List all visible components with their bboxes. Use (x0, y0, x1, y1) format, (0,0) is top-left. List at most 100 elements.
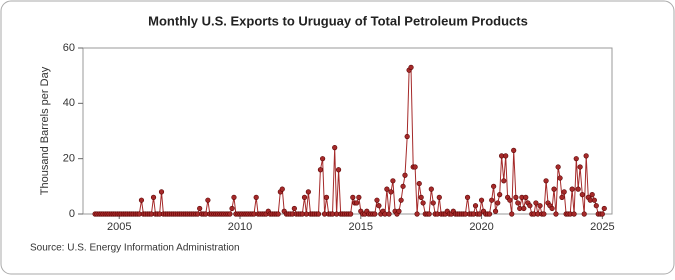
data-point (372, 211, 378, 217)
data-point (472, 203, 479, 209)
data-point (549, 205, 555, 212)
x-tick-label: 2005 (107, 221, 131, 233)
data-point (579, 192, 585, 198)
data-point (227, 211, 233, 217)
data-point (231, 194, 237, 200)
data-point (197, 205, 203, 212)
data-point (205, 197, 211, 203)
data-point (404, 133, 410, 140)
data-point (527, 203, 533, 209)
data-point (541, 211, 547, 217)
data-point (553, 211, 559, 217)
data-point (384, 186, 390, 192)
data-point (513, 194, 519, 200)
data-point (398, 197, 404, 203)
data-point (577, 164, 583, 170)
data-point (571, 211, 577, 217)
data-point (275, 211, 281, 217)
data-point (559, 194, 565, 200)
data-point (354, 200, 360, 206)
data-point (315, 211, 322, 217)
x-tick-label: 2025 (590, 221, 614, 233)
data-point (557, 175, 563, 181)
data-point (543, 178, 549, 184)
data-point (464, 194, 471, 200)
y-axis-label: Thousand Barrels per Day (39, 66, 51, 195)
data-point (599, 211, 605, 217)
data-point (279, 186, 285, 192)
data-point (486, 211, 493, 217)
data-point (418, 194, 424, 200)
data-point (374, 197, 380, 203)
data-point (589, 192, 595, 198)
y-tick-label: 0 (69, 208, 75, 220)
data-point (158, 189, 165, 195)
data-point (495, 200, 501, 206)
y-tick-label: 20 (63, 153, 75, 165)
data-point (561, 189, 567, 195)
data-point (430, 200, 436, 206)
data-point (507, 197, 513, 203)
x-tick-label: 2010 (228, 221, 252, 233)
data-point (320, 156, 326, 162)
data-point (583, 153, 589, 159)
data-point (150, 194, 157, 200)
data-point (503, 153, 509, 159)
data-point (428, 186, 434, 192)
data-point (593, 203, 599, 209)
data-point (591, 197, 597, 203)
data-point (573, 156, 579, 162)
y-tick-label: 40 (63, 97, 75, 109)
data-point (301, 194, 308, 200)
data-point (489, 197, 495, 203)
data-point (511, 147, 517, 153)
data-point (229, 205, 235, 212)
data-point (253, 194, 259, 200)
data-point (390, 178, 396, 184)
data-point (497, 192, 503, 198)
data-point (332, 145, 338, 151)
data-point (523, 194, 529, 200)
data-point (138, 197, 145, 203)
data-point (350, 194, 356, 200)
data-point (414, 211, 420, 217)
data-point (492, 208, 499, 214)
data-point (376, 203, 382, 209)
data-point (356, 194, 362, 200)
data-point (555, 164, 561, 170)
data-point (348, 211, 354, 217)
data-point (323, 194, 330, 200)
data-point (533, 200, 539, 206)
data-point (575, 186, 581, 192)
data-point (537, 203, 543, 209)
data-point (515, 200, 521, 206)
data-point (436, 194, 442, 200)
data-point (478, 197, 485, 203)
data-point (386, 211, 392, 217)
data-point (581, 211, 587, 217)
data-point (551, 186, 557, 192)
source: Source: U.S. Energy Information Administ… (30, 243, 240, 254)
data-point (335, 167, 342, 173)
data-point (569, 186, 575, 192)
data-point (601, 205, 607, 212)
data-point (501, 178, 507, 184)
x-tick-label: 2020 (469, 221, 493, 233)
data-point (416, 180, 422, 187)
data-point (420, 200, 426, 206)
data-point (317, 167, 324, 173)
data-point (509, 211, 515, 217)
data-point (291, 205, 297, 212)
data-point (412, 164, 418, 170)
data-point (491, 183, 497, 189)
y-tick-label: 60 (63, 42, 75, 54)
chart-title: Monthly U.S. Exports to Uruguay of Total… (148, 13, 528, 28)
data-point (388, 189, 394, 195)
data-point (426, 211, 432, 217)
data-point (521, 205, 527, 212)
x-tick-label: 2015 (349, 221, 373, 233)
data-point (396, 208, 402, 214)
data-point (408, 64, 414, 70)
